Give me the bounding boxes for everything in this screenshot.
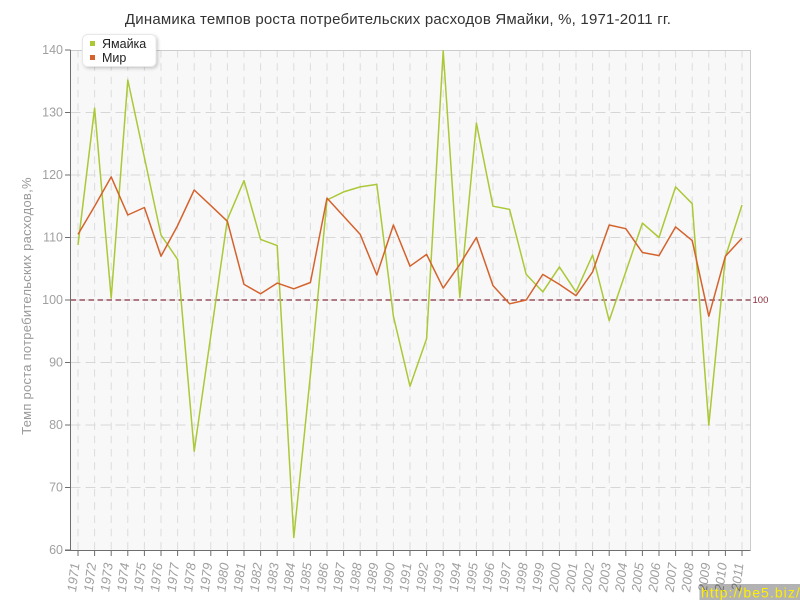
svg-text:120: 120 bbox=[42, 168, 63, 182]
svg-text:Темп роста потребительских рас: Темп роста потребительских расходов,% bbox=[19, 177, 34, 435]
svg-text:Динамика темпов роста потребит: Динамика темпов роста потребительских ра… bbox=[125, 11, 671, 28]
svg-text:110: 110 bbox=[43, 231, 63, 245]
svg-text:70: 70 bbox=[49, 481, 63, 495]
svg-text:100: 100 bbox=[753, 295, 769, 306]
svg-text:90: 90 bbox=[49, 356, 63, 370]
svg-text:100: 100 bbox=[42, 293, 63, 307]
svg-text:Мир: Мир bbox=[102, 51, 126, 65]
svg-text:80: 80 bbox=[49, 418, 63, 432]
svg-text:Ямайка: Ямайка bbox=[102, 37, 146, 51]
svg-text:130: 130 bbox=[42, 106, 63, 120]
svg-text:140: 140 bbox=[42, 43, 63, 57]
svg-text:http://be5.biz/: http://be5.biz/ bbox=[701, 585, 800, 601]
svg-text:60: 60 bbox=[49, 543, 63, 557]
